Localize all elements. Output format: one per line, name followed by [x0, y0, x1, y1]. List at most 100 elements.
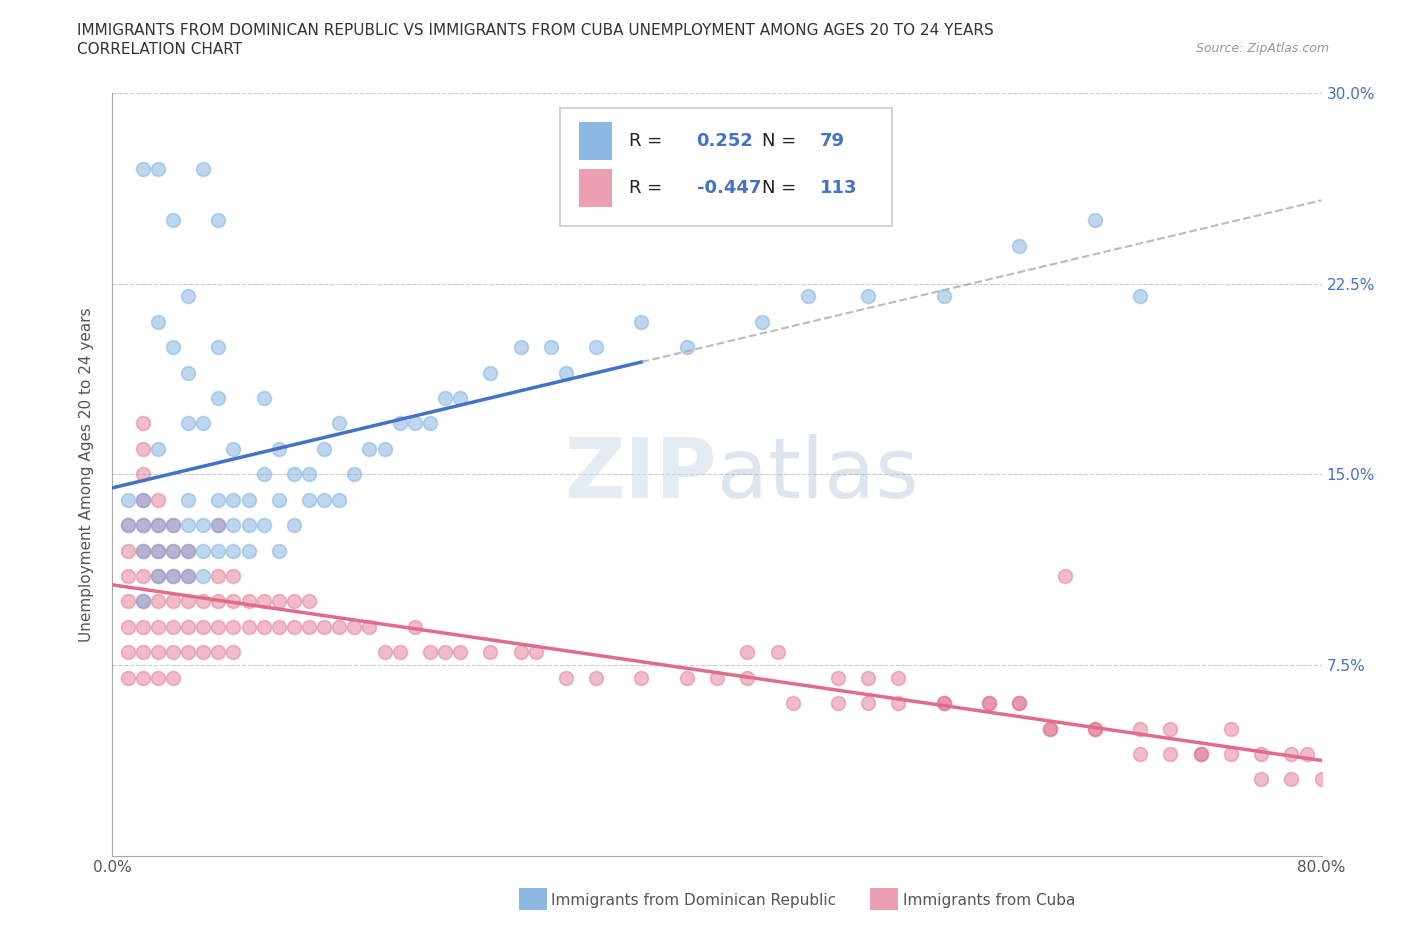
Point	[132, 594, 155, 609]
FancyBboxPatch shape	[579, 122, 612, 160]
Point	[177, 518, 200, 533]
Point	[585, 671, 607, 685]
Point	[191, 543, 214, 558]
Point	[207, 543, 229, 558]
Point	[207, 391, 229, 405]
Point	[162, 518, 184, 533]
Point	[132, 568, 155, 583]
Point	[253, 518, 276, 533]
Point	[1129, 747, 1152, 762]
Point	[238, 543, 260, 558]
Point	[1038, 721, 1062, 736]
Text: Immigrants from Cuba: Immigrants from Cuba	[903, 893, 1076, 908]
Point	[222, 568, 245, 583]
Point	[132, 416, 155, 431]
Point	[404, 619, 426, 634]
Point	[117, 543, 139, 558]
Point	[207, 339, 229, 354]
Point	[117, 619, 139, 634]
Point	[887, 671, 910, 685]
Point	[328, 416, 350, 431]
Point	[146, 644, 169, 659]
Point	[509, 339, 531, 354]
Point	[146, 518, 169, 533]
Point	[177, 568, 200, 583]
Text: Source: ZipAtlas.com: Source: ZipAtlas.com	[1195, 42, 1329, 55]
Point	[1310, 772, 1333, 787]
Point	[1084, 213, 1107, 228]
Point	[267, 492, 290, 507]
Point	[191, 416, 214, 431]
Point	[177, 365, 200, 380]
Point	[328, 619, 350, 634]
Point	[162, 213, 184, 228]
Point	[449, 644, 471, 659]
Point	[253, 467, 276, 482]
Point	[177, 619, 200, 634]
Point	[146, 543, 169, 558]
Point	[253, 619, 276, 634]
Point	[887, 696, 910, 711]
Point	[343, 619, 366, 634]
Point	[283, 518, 305, 533]
Point	[388, 416, 411, 431]
Y-axis label: Unemployment Among Ages 20 to 24 years: Unemployment Among Ages 20 to 24 years	[79, 307, 94, 642]
Point	[585, 339, 607, 354]
Point	[856, 671, 880, 685]
Point	[479, 365, 502, 380]
Point	[298, 467, 321, 482]
Point	[207, 213, 229, 228]
Point	[283, 619, 305, 634]
Point	[117, 568, 139, 583]
Point	[374, 644, 396, 659]
Point	[162, 339, 184, 354]
Point	[162, 543, 184, 558]
Point	[222, 594, 245, 609]
Point	[856, 696, 880, 711]
Point	[177, 543, 200, 558]
Point	[449, 391, 471, 405]
Point	[433, 644, 456, 659]
Point	[238, 492, 260, 507]
Point	[162, 518, 184, 533]
Point	[1189, 747, 1212, 762]
Point	[191, 162, 214, 177]
Text: IMMIGRANTS FROM DOMINICAN REPUBLIC VS IMMIGRANTS FROM CUBA UNEMPLOYMENT AMONG AG: IMMIGRANTS FROM DOMINICAN REPUBLIC VS IM…	[77, 23, 994, 38]
Point	[404, 416, 426, 431]
Point	[117, 518, 139, 533]
Point	[177, 594, 200, 609]
Point	[737, 644, 759, 659]
Point	[117, 518, 139, 533]
Point	[267, 594, 290, 609]
Point	[253, 594, 276, 609]
Point	[298, 492, 321, 507]
Point	[207, 518, 229, 533]
Point	[207, 594, 229, 609]
Point	[146, 594, 169, 609]
Point	[706, 671, 728, 685]
Point	[796, 289, 818, 304]
Point	[177, 416, 200, 431]
Point	[1250, 772, 1272, 787]
Point	[146, 568, 169, 583]
Point	[630, 314, 652, 329]
Point	[177, 289, 200, 304]
Point	[146, 671, 169, 685]
Point	[554, 365, 576, 380]
Point	[222, 619, 245, 634]
Point	[314, 619, 336, 634]
Point	[328, 492, 350, 507]
Point	[191, 594, 214, 609]
Text: 79: 79	[820, 132, 845, 150]
Point	[132, 594, 155, 609]
Point	[1053, 568, 1076, 583]
Point	[117, 594, 139, 609]
Point	[132, 518, 155, 533]
Point	[146, 543, 169, 558]
Point	[554, 671, 576, 685]
Point	[856, 289, 880, 304]
Point	[1008, 238, 1031, 253]
Point	[932, 696, 955, 711]
Point	[298, 594, 321, 609]
Point	[191, 619, 214, 634]
